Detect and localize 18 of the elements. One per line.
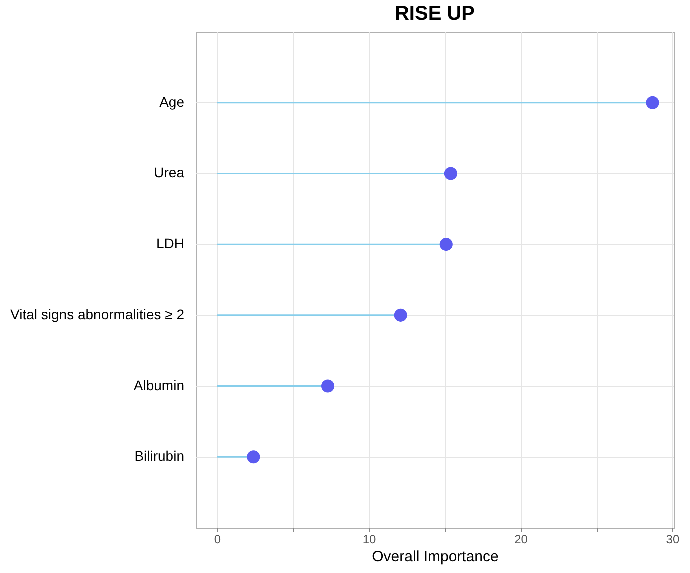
x-tick-label: 20 [514,532,528,546]
point [247,450,260,464]
point [444,167,458,180]
y-tick-label: Vital signs abnormalities ≥ 2 [10,306,185,322]
y-tick-label: Urea [154,164,185,181]
point [440,238,453,252]
y-tick-label: Bilirubin [134,448,184,464]
x-tick-label: 0 [214,532,222,546]
y-tick-label: Albumin [134,377,184,394]
x-axis-title: Overall Importance [372,548,499,566]
y-tick-label: Age [160,94,185,110]
point [394,308,408,322]
x-tick-label: 10 [362,532,376,546]
point [322,380,335,393]
x-tick-label: 30 [666,532,680,546]
y-tick-label: LDH [156,236,184,252]
chart-title: RISE UP [394,3,476,25]
point [646,96,660,110]
